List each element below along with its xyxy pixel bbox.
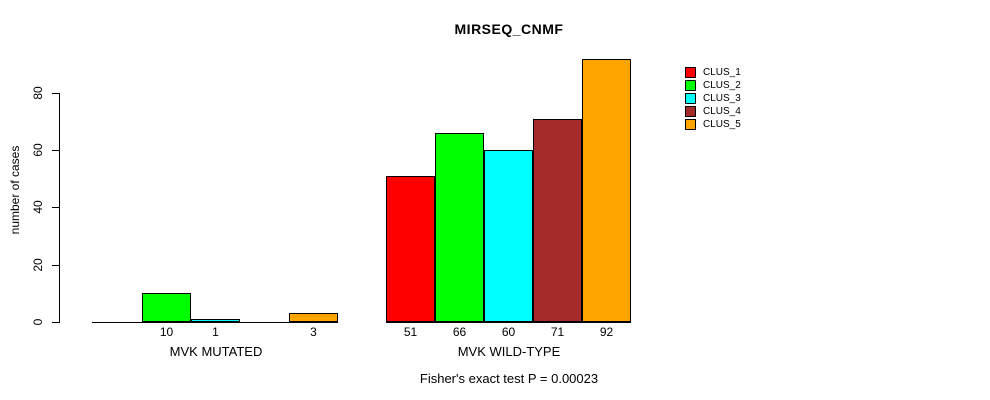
bar-value-label-clus_2-wildtype: 66 xyxy=(452,325,467,339)
bar-value-label-clus_5-wildtype: 92 xyxy=(599,325,614,339)
legend-label-clus_4: CLUS_4 xyxy=(703,106,741,117)
fisher-test-annotation: Fisher's exact test P = 0.00023 xyxy=(419,371,599,386)
bar-value-label-clus_2-mutated: 10 xyxy=(159,325,174,339)
bar-clus_5-mutated xyxy=(289,313,338,322)
bar-clus_3-wildtype xyxy=(484,150,533,322)
legend: CLUS_1 CLUS_2 CLUS_3 CLUS_4 CLUS_5 xyxy=(685,66,741,131)
legend-label-clus_2: CLUS_2 xyxy=(703,80,741,91)
y-axis-tick-label-0: 0 xyxy=(31,318,45,326)
bar-clus_2-mutated xyxy=(142,293,191,322)
bar-clus_5-wildtype xyxy=(582,59,631,322)
legend-swatch-clus_3 xyxy=(685,93,696,104)
bar-clus_3-mutated xyxy=(191,319,240,322)
chart-title: MIRSEQ_CNMF xyxy=(454,21,564,37)
y-axis-tick-label-40: 40 xyxy=(31,200,45,214)
y-axis-tick-label-80: 80 xyxy=(31,86,45,100)
legend-swatch-clus_4 xyxy=(685,106,696,117)
bar-clus_4-wildtype xyxy=(533,119,582,322)
legend-label-clus_5: CLUS_5 xyxy=(703,119,741,130)
group-label-mvk-mutated: MVK MUTATED xyxy=(169,344,263,359)
legend-item-clus_5: CLUS_5 xyxy=(685,118,741,131)
bar-value-label-clus_5-mutated: 3 xyxy=(310,325,317,339)
y-axis-tick-60 xyxy=(52,150,59,151)
y-axis-tick-0 xyxy=(52,322,59,323)
legend-swatch-clus_2 xyxy=(685,80,696,91)
y-axis-tick-80 xyxy=(52,93,59,94)
legend-item-clus_3: CLUS_3 xyxy=(685,92,741,105)
legend-item-clus_4: CLUS_4 xyxy=(685,105,741,118)
y-axis-line xyxy=(59,93,60,323)
legend-swatch-clus_5 xyxy=(685,119,696,130)
baseline-wildtype-group xyxy=(386,322,631,323)
baseline-mutated-group xyxy=(92,322,338,323)
bar-clus_1-wildtype xyxy=(386,176,435,322)
legend-item-clus_2: CLUS_2 xyxy=(685,79,741,92)
legend-label-clus_1: CLUS_1 xyxy=(703,67,741,78)
group-label-mvk-wild-type: MVK WILD-TYPE xyxy=(457,344,561,359)
y-axis-tick-label-20: 20 xyxy=(31,258,45,272)
bar-value-label-clus_1-wildtype: 51 xyxy=(403,325,418,339)
legend-item-clus_1: CLUS_1 xyxy=(685,66,741,79)
bar-clus_2-wildtype xyxy=(435,133,484,322)
bar-value-label-clus_3-wildtype: 60 xyxy=(501,325,516,339)
bar-value-label-clus_3-mutated: 1 xyxy=(212,325,219,339)
y-axis-title: number of cases xyxy=(8,145,22,235)
bar-value-label-clus_4-wildtype: 71 xyxy=(550,325,565,339)
y-axis-tick-label-60: 60 xyxy=(31,143,45,157)
y-axis-tick-20 xyxy=(52,265,59,266)
legend-swatch-clus_1 xyxy=(685,67,696,78)
y-axis-tick-40 xyxy=(52,207,59,208)
legend-label-clus_3: CLUS_3 xyxy=(703,93,741,104)
